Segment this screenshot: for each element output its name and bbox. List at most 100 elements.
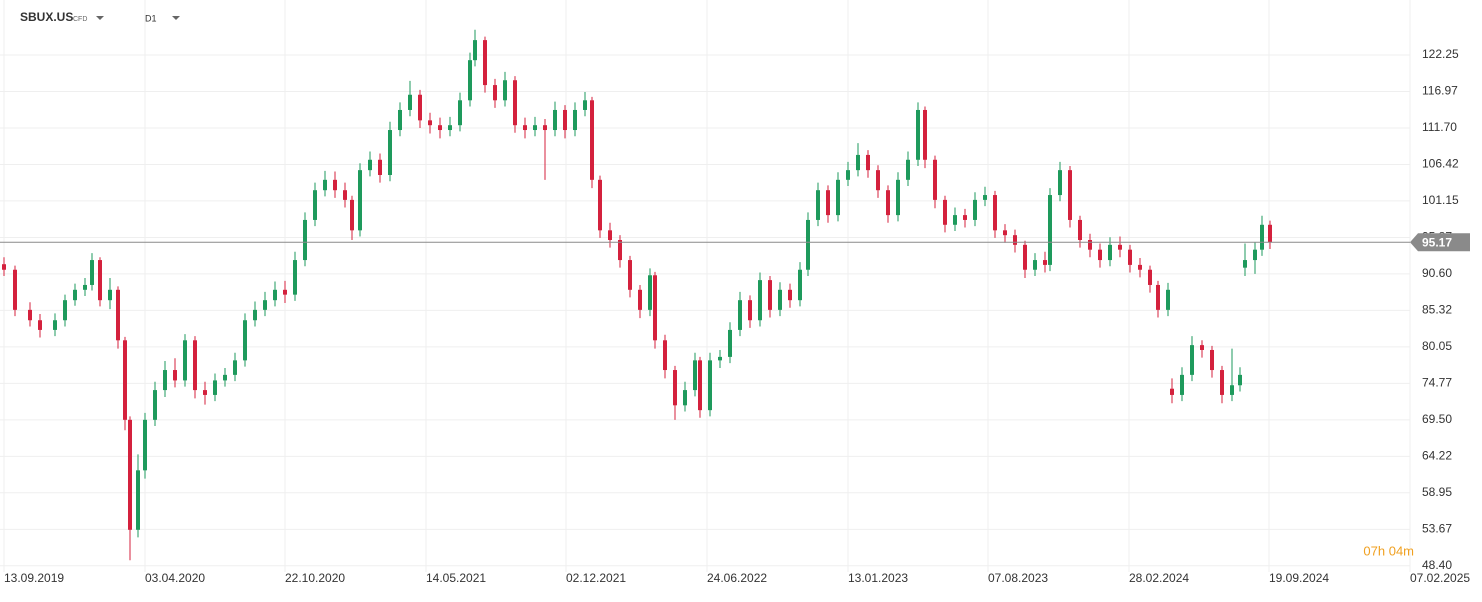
x-tick-label: 22.10.2020 [285,571,345,585]
candle-body [993,195,997,231]
x-tick-label: 28.02.2024 [1129,571,1189,585]
candle-body [563,109,567,131]
candle-body [1043,260,1047,265]
candle-body [553,109,557,131]
candle-body [856,154,860,171]
candle-body [718,356,722,361]
y-tick-label: 90.60 [1422,266,1452,280]
candle-body [458,100,462,126]
candle-body [816,190,820,220]
candle-body [806,219,810,270]
candle-body [583,100,587,110]
candle-body [673,370,677,406]
y-tick-label: 53.67 [1422,521,1452,535]
candle-body [350,199,354,231]
candle-body [473,40,477,61]
candle-body [203,390,207,395]
candle-body [1148,269,1152,285]
candle-body [533,125,537,131]
candle-body [303,219,307,261]
candle-body [963,215,967,220]
candle-body [313,190,317,220]
x-tick-label: 07.08.2023 [988,571,1048,585]
candle-body [108,289,112,301]
candle-body [1230,385,1234,395]
candle-body [693,360,697,391]
candle-body [973,199,977,220]
y-tick-label: 122.25 [1422,47,1459,61]
last-price-box [1410,233,1470,252]
x-tick-label: 07.02.2025 [1410,571,1470,585]
candle-body [398,109,402,131]
symbol[interactable]: SBUX.US [20,10,73,24]
candle-countdown: 07h 04m [1363,543,1414,558]
candle-body [618,240,622,261]
candle-body [13,269,17,310]
candle-body [116,289,120,341]
candle-body [323,179,327,191]
candle-body [738,300,742,330]
candle-body [953,215,957,225]
candle-body [503,80,507,101]
y-tick-label: 85.32 [1422,303,1452,317]
candle-body [263,300,267,310]
y-tick-label: 48.40 [1422,558,1452,572]
x-tick-label: 03.04.2020 [145,571,205,585]
overlay: 95.17 [0,233,1470,252]
candle-body [683,390,687,406]
candle-body [1128,249,1132,265]
candle-body [493,85,497,101]
candle-body [836,179,840,216]
candle-body [923,109,927,160]
candle-body [1156,284,1160,310]
x-tick-label: 13.01.2023 [848,571,908,585]
candle-body [983,195,987,200]
candle-body [253,309,257,321]
symbol-dropdown[interactable] [96,16,104,20]
candle-body [1260,224,1264,250]
x-tick-label: 14.05.2021 [426,571,486,585]
candle-body [1033,260,1037,270]
candle-body [223,374,227,381]
candle-body [378,159,382,175]
candle-body [53,320,57,330]
candle-body [128,419,132,530]
candle-body [438,125,442,131]
candle-body [388,130,392,175]
y-tick-label: 111.70 [1422,120,1457,134]
timeframe[interactable]: D1 [145,13,157,23]
candle-body [1058,170,1062,196]
timeframe-dropdown[interactable] [172,16,180,20]
candle-body [1068,170,1072,220]
candle-body [1220,370,1224,395]
candle-body [1180,374,1184,395]
candle-body [418,94,422,121]
candle-body [663,340,667,371]
candle-body [183,340,187,381]
candle-body [1088,240,1092,250]
candle-body [1268,224,1272,243]
candle-body [233,360,237,375]
candle-body [523,125,527,131]
candle-body [943,199,947,225]
grid: 48.40 53.67 58.95 64.22 69.50 74.77 80.05 85.32… [0,0,1470,585]
y-tick-label: 64.22 [1422,449,1452,463]
candle-body [916,109,920,160]
candle-body [83,284,87,290]
candle-body [653,275,657,341]
candle-body [648,275,652,310]
candle-body [608,230,612,241]
candle-body [213,380,217,395]
candle-body [1200,345,1204,350]
candle-body [1118,244,1122,250]
candle-body [123,340,127,420]
candle-body [163,370,167,391]
candle-body [768,280,772,310]
candle-body [933,159,937,200]
candle-body [876,170,880,191]
candle-body [368,159,372,171]
candle-body [483,40,487,86]
candle-body [1023,244,1027,270]
candle-body [896,179,900,216]
